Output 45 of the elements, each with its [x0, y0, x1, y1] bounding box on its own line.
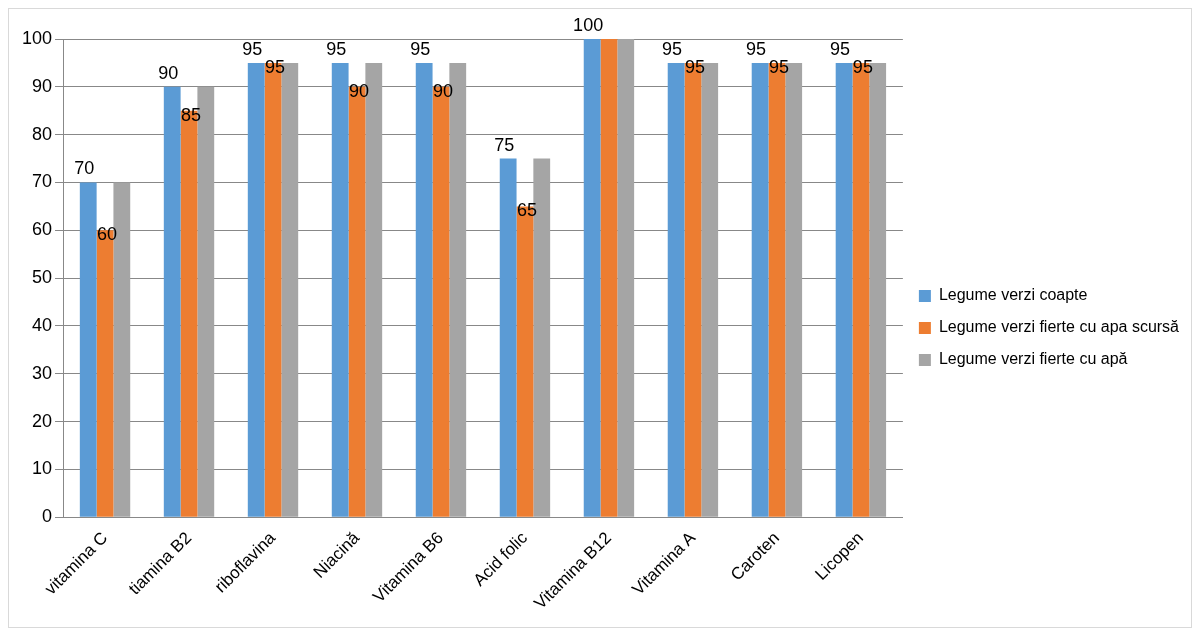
- y-tick-label: 10: [32, 458, 53, 479]
- data-label: 85: [180, 104, 202, 125]
- data-label: 90: [432, 80, 453, 101]
- data-label: 95: [326, 38, 347, 59]
- legend-label: Legume verzi fierte cu apă: [938, 350, 1128, 368]
- bar: [415, 62, 433, 517]
- y-tick-label: 60: [32, 219, 53, 240]
- y-tick-label: 20: [32, 410, 53, 431]
- data-label: 70: [74, 158, 95, 179]
- data-label: 65: [516, 200, 537, 221]
- bar: [331, 62, 349, 517]
- bar: [583, 39, 601, 517]
- data-label: 75: [494, 134, 515, 155]
- y-tick-label: 80: [32, 123, 53, 144]
- bar: [835, 62, 853, 517]
- data-label: 95: [662, 38, 683, 59]
- y-tick-label: 90: [32, 75, 53, 96]
- legend-label: Legume verzi fierte cu apa scursă: [938, 318, 1180, 336]
- y-tick-label: 0: [42, 506, 53, 527]
- data-label: 100: [573, 14, 604, 35]
- bar: [163, 86, 181, 517]
- data-label: 95: [768, 56, 789, 77]
- y-tick-label: 100: [21, 27, 53, 48]
- y-tick-label: 50: [32, 267, 53, 288]
- legend-label: Legume verzi coapte: [938, 286, 1088, 304]
- bar: [617, 39, 635, 517]
- bar: [79, 182, 97, 517]
- bar: [247, 62, 265, 517]
- data-label: 95: [830, 38, 851, 59]
- y-tick-label: 30: [32, 362, 53, 383]
- data-label: 95: [746, 38, 767, 59]
- bar: [600, 39, 618, 517]
- y-tick-label: 40: [32, 314, 53, 335]
- bar: [499, 158, 517, 517]
- data-label: 90: [158, 62, 179, 83]
- y-tick-label: 70: [32, 171, 53, 192]
- data-label: 95: [684, 56, 705, 77]
- data-label: 60: [97, 224, 118, 245]
- data-label: 95: [264, 56, 286, 77]
- data-label: 90: [348, 80, 369, 101]
- bar: [667, 62, 685, 517]
- data-label: 95: [852, 56, 873, 77]
- data-label: 95: [242, 38, 263, 59]
- bar: [751, 62, 769, 517]
- data-label: 95: [410, 38, 431, 59]
